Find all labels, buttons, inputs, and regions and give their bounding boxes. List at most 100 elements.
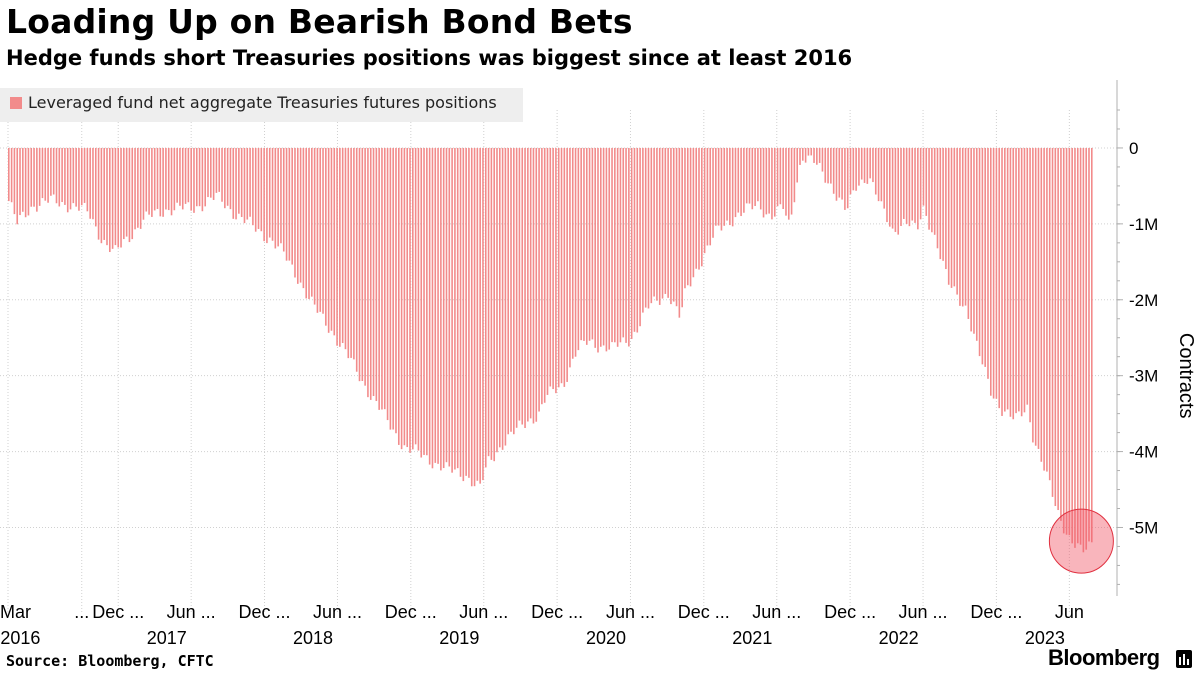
x-year-label: 2021 [732,628,772,648]
bar [765,147,768,215]
bar [336,147,338,346]
bar [311,147,313,297]
x-year-label: 2018 [293,628,333,648]
bar [945,147,947,270]
bar [838,147,841,198]
bar [504,147,507,446]
bar [55,147,58,204]
bar [793,147,796,203]
x-tick-label: Mar [0,602,31,622]
bar [224,147,226,209]
bar [16,147,19,225]
bar [577,147,580,351]
bar [353,147,355,360]
bar [1029,147,1031,423]
bar [254,147,257,232]
bar [291,147,293,265]
bar [970,147,972,332]
bar [524,147,526,428]
bar [984,147,986,367]
bar [156,147,159,209]
bar [1054,147,1057,507]
bar [597,147,599,353]
bar [1012,147,1015,420]
bar [757,147,759,202]
bar [787,147,790,220]
bar [316,147,319,313]
bar [313,147,316,305]
bar [956,147,958,295]
bar [729,147,731,226]
bar [58,147,61,207]
bar [212,147,215,200]
x-tick-label: Dec ... [92,602,144,622]
bar [372,147,375,397]
bar [658,147,661,305]
bar [22,147,24,212]
bar [89,147,91,219]
bar [420,147,423,458]
bar [686,147,689,286]
bar [546,147,549,395]
bar [395,147,397,434]
bar [535,147,538,422]
bar [496,147,498,453]
bar [872,147,874,183]
bar [131,147,134,240]
bar [566,147,568,382]
y-tick-label: 0 [1129,139,1138,158]
bar [726,147,728,221]
bar [967,147,970,319]
bar [552,147,554,390]
x-tick-label: Jun ... [167,602,216,622]
bar [515,147,518,428]
bar [381,147,383,410]
bar [52,147,55,195]
bar [137,147,139,228]
legend-swatch [10,97,22,109]
bar [302,147,305,289]
bar [698,147,700,270]
bar [689,147,692,287]
x-tick-label: Jun ... [752,602,801,622]
bar [1051,147,1054,497]
bar [1009,147,1012,417]
bar [358,147,361,382]
bar [1062,147,1065,534]
bar [257,147,260,229]
bar [378,147,380,410]
bar [1026,147,1029,405]
bar [406,147,409,448]
x-year-label: 2019 [439,628,479,648]
bar [361,147,364,381]
bar [903,147,905,219]
bar [1088,147,1090,542]
bar [863,147,866,183]
bar [989,147,992,396]
bar [670,147,672,305]
bar [953,147,956,287]
bar [148,147,150,215]
bar [83,147,86,203]
bar [397,147,400,445]
bar [585,147,588,345]
bar [759,147,762,210]
bar [622,147,625,338]
x-tick-label: Jun ... [606,602,655,622]
bar [751,147,754,210]
bar [1004,147,1006,412]
bar [672,147,675,302]
bar [249,147,251,217]
bar [409,147,411,453]
bar [1006,147,1009,410]
bar [1018,147,1020,412]
bar [799,147,801,165]
bloomberg-terminal-icon [1176,650,1192,668]
x-year-label: 2020 [586,628,626,648]
bar [218,147,221,192]
bar [440,147,442,471]
bar [69,147,72,210]
bar [36,147,38,212]
bar [263,147,265,242]
